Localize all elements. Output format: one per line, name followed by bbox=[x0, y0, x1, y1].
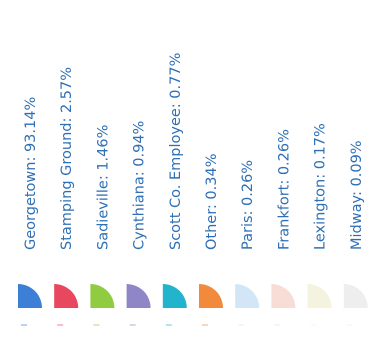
legend-entry: Lexington: 0.17% bbox=[307, 123, 332, 326]
legend-swatch bbox=[307, 284, 332, 308]
legend-swatch-tick bbox=[165, 324, 172, 326]
legend-entry: Cynthiana: 0.94% bbox=[126, 121, 151, 326]
legend-swatch-tick bbox=[93, 324, 100, 326]
legend-label: Lexington: 0.17% bbox=[313, 123, 329, 250]
legend-swatch-tick bbox=[274, 324, 281, 326]
legend-swatch-tick bbox=[21, 324, 27, 326]
legend-entry: Georgetown: 93.14% bbox=[18, 97, 42, 326]
legend-label: Other: 0.34% bbox=[204, 154, 220, 250]
legend-swatch-tick bbox=[238, 324, 245, 326]
legend-entry: Stamping Ground: 2.57% bbox=[54, 67, 79, 326]
legend-swatch bbox=[343, 284, 368, 308]
legend-label: Scott Co. Employee: 0.77% bbox=[168, 53, 184, 250]
legend-label: Cynthiana: 0.94% bbox=[132, 121, 148, 250]
legend-label: Sadieville: 1.46% bbox=[95, 125, 111, 250]
legend-entry: Paris: 0.26% bbox=[235, 160, 260, 326]
legend-label: Midway: 0.09% bbox=[349, 140, 365, 250]
legend-swatch bbox=[126, 284, 151, 308]
legend-swatch-tick bbox=[202, 324, 208, 326]
legend-swatch-tick bbox=[346, 324, 353, 326]
legend-swatch-tick bbox=[129, 324, 136, 326]
legend-swatch-tick bbox=[310, 324, 317, 326]
legend-label: Stamping Ground: 2.57% bbox=[59, 67, 75, 250]
legend-entry: Sadieville: 1.46% bbox=[90, 125, 115, 326]
legend-entry: Scott Co. Employee: 0.77% bbox=[162, 53, 187, 326]
legend-swatch bbox=[162, 284, 187, 308]
legend-entry: Other: 0.34% bbox=[199, 154, 223, 326]
legend-swatch bbox=[235, 284, 260, 308]
legend-swatch bbox=[18, 284, 42, 308]
legend-label: Georgetown: 93.14% bbox=[23, 97, 39, 250]
legend-label: Paris: 0.26% bbox=[240, 160, 256, 250]
legend-label: Frankfort: 0.26% bbox=[276, 129, 292, 250]
legend-swatch bbox=[271, 284, 296, 308]
legend-swatch-tick bbox=[57, 324, 64, 326]
legend-swatch bbox=[199, 284, 223, 308]
legend-entry: Frankfort: 0.26% bbox=[271, 129, 296, 326]
legend-swatch bbox=[54, 284, 79, 308]
legend-swatch bbox=[90, 284, 115, 308]
legend-entry: Midway: 0.09% bbox=[343, 140, 368, 326]
